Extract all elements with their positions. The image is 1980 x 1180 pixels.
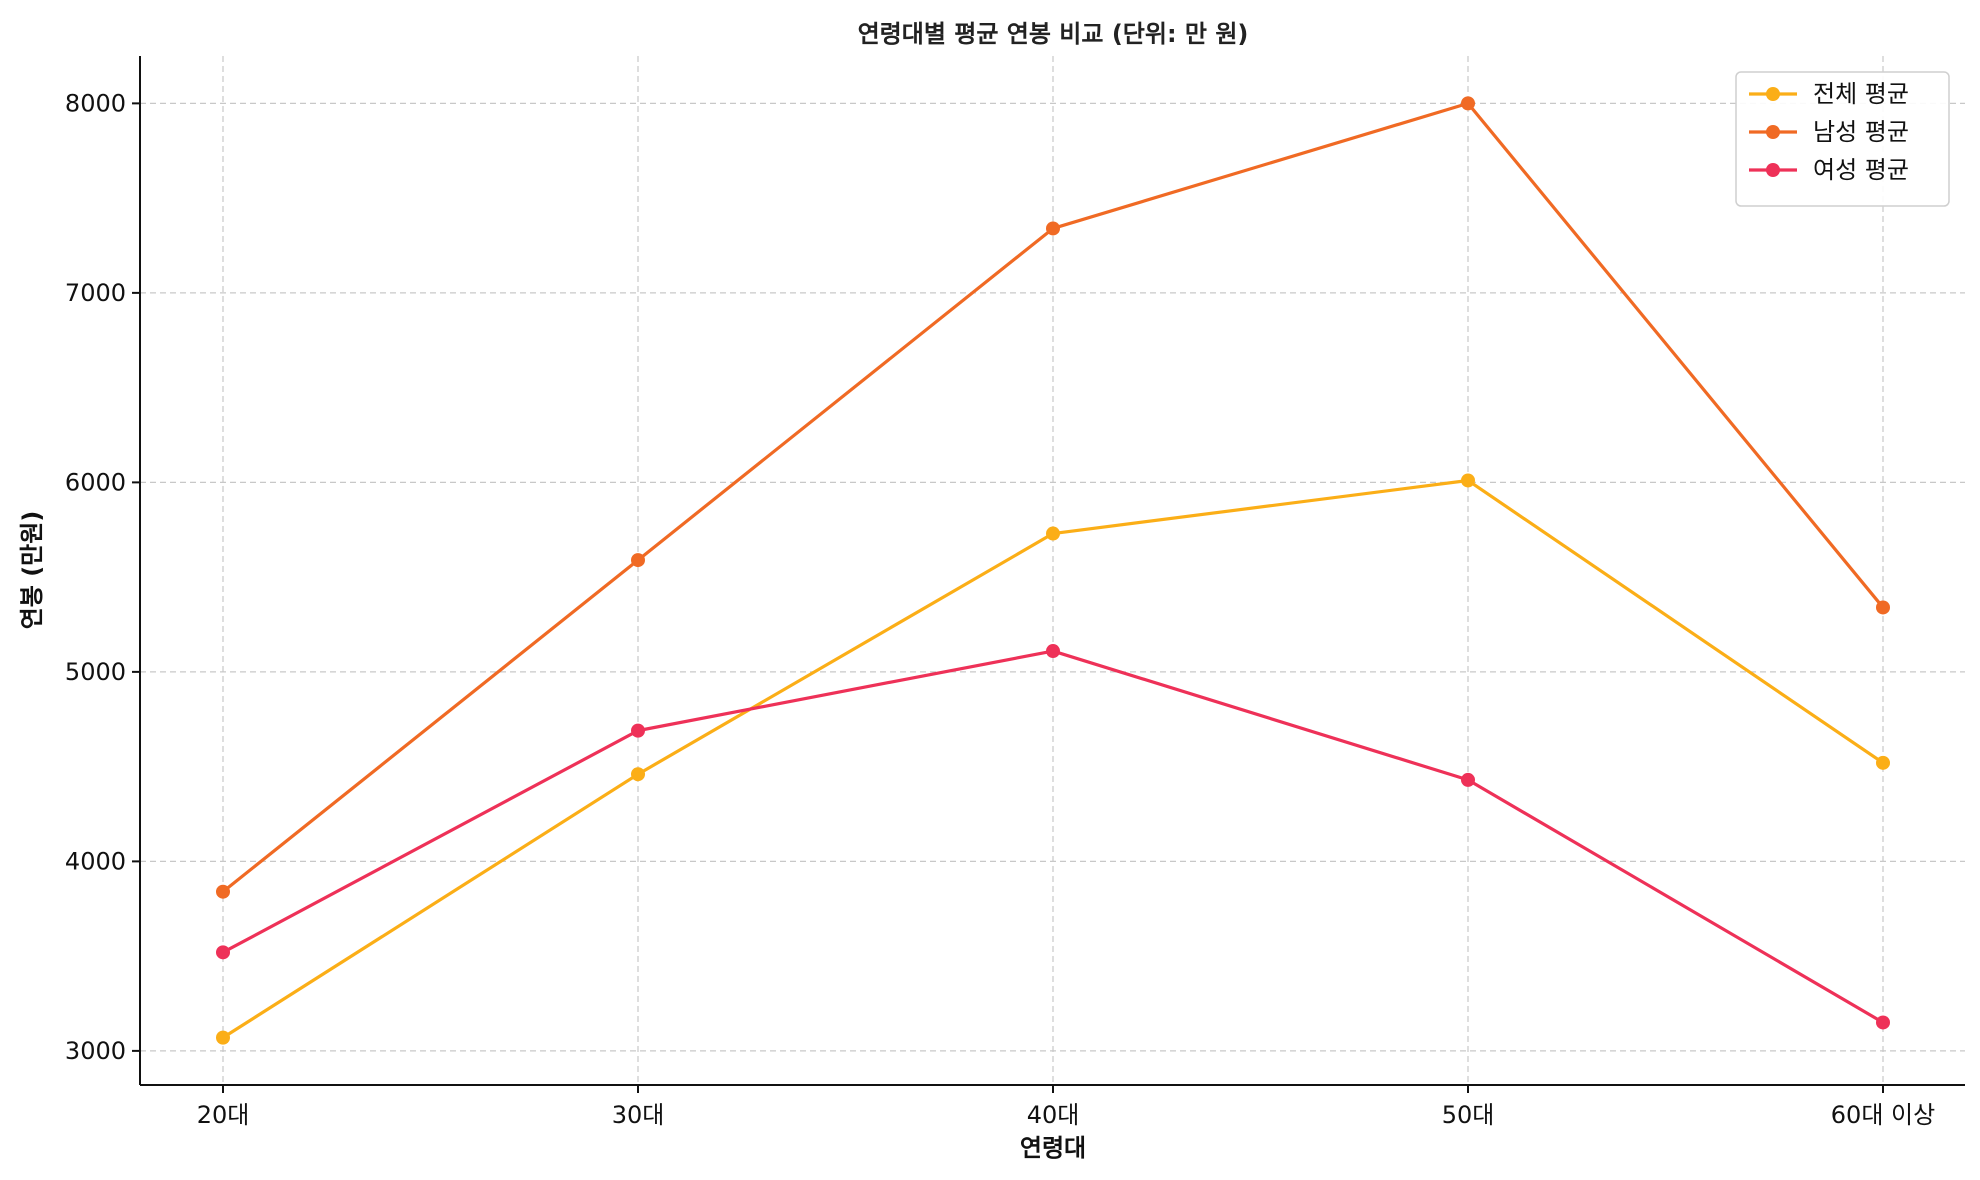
series — [216, 96, 1890, 1045]
y-tick-label: 8000 — [65, 89, 126, 117]
data-point — [631, 767, 645, 782]
data-point — [1461, 772, 1475, 787]
y-ticks: 3000 4000 5000 6000 7000 8000 — [65, 89, 140, 1065]
data-point — [216, 884, 230, 899]
data-point — [1876, 1015, 1890, 1030]
x-tick-label: 40대 — [1027, 1101, 1080, 1129]
x-ticks: 20대 30대 40대 50대 60대 이상 — [197, 1085, 1935, 1129]
data-point — [1046, 526, 1060, 541]
data-point — [631, 553, 645, 568]
data-point — [1876, 755, 1890, 770]
data-point — [1046, 221, 1060, 236]
y-axis-label: 연봉 (만원) — [18, 511, 46, 630]
x-tick-label: 50대 — [1442, 1101, 1495, 1129]
legend-swatch-marker — [1766, 125, 1780, 139]
legend-item: 여성 평균 — [1749, 156, 1909, 184]
legend-item: 전체 평균 — [1749, 80, 1909, 108]
data-point — [1046, 644, 1060, 659]
y-tick-label: 7000 — [65, 279, 126, 307]
series-1 — [216, 473, 1890, 1045]
data-point — [216, 1030, 230, 1045]
x-tick-label: 30대 — [612, 1101, 665, 1129]
legend-box — [1735, 71, 1950, 207]
data-point — [1876, 600, 1890, 615]
data-point — [1461, 473, 1475, 488]
legend-label: 남성 평균 — [1813, 118, 1909, 146]
series-2 — [216, 96, 1890, 899]
legend-item: 남성 평균 — [1749, 118, 1909, 146]
data-point — [1461, 96, 1475, 111]
y-tick-label: 5000 — [65, 658, 126, 686]
x-tick-label: 20대 — [197, 1101, 250, 1129]
legend-swatch-marker — [1766, 163, 1780, 177]
legend-swatch-marker — [1766, 87, 1780, 101]
y-tick-label: 6000 — [65, 468, 126, 496]
data-point — [216, 945, 230, 960]
chart-title: 연령대별 평균 연봉 비교 (단위: 만 원) — [858, 20, 1249, 48]
legend-label: 여성 평균 — [1813, 156, 1909, 184]
data-point — [631, 723, 645, 738]
legend-label: 전체 평균 — [1813, 80, 1909, 108]
y-tick-label: 3000 — [65, 1037, 126, 1065]
series-3 — [216, 644, 1890, 1030]
x-axis-label: 연령대 — [1020, 1134, 1086, 1162]
x-tick-label: 60대 이상 — [1831, 1101, 1935, 1129]
y-tick-label: 4000 — [65, 847, 126, 875]
grid — [140, 56, 1965, 1085]
